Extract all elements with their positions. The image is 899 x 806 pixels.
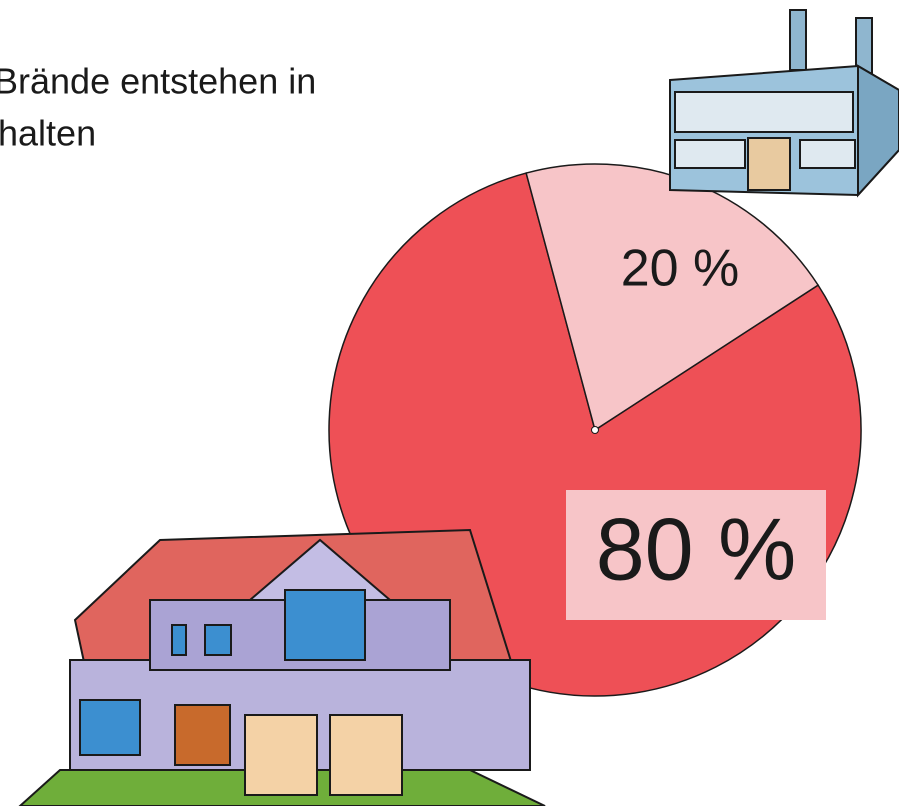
slide: Brände entstehen in halten 20 % 80 % bbox=[0, 0, 899, 806]
factory-illustration bbox=[670, 10, 899, 195]
value-label: 80 % bbox=[596, 499, 797, 598]
house-illustration bbox=[20, 530, 545, 806]
value-label: 20 % bbox=[621, 240, 740, 298]
title-line: Brände entstehen in bbox=[0, 61, 316, 102]
pie-center bbox=[592, 427, 599, 434]
title-line: halten bbox=[0, 113, 96, 154]
